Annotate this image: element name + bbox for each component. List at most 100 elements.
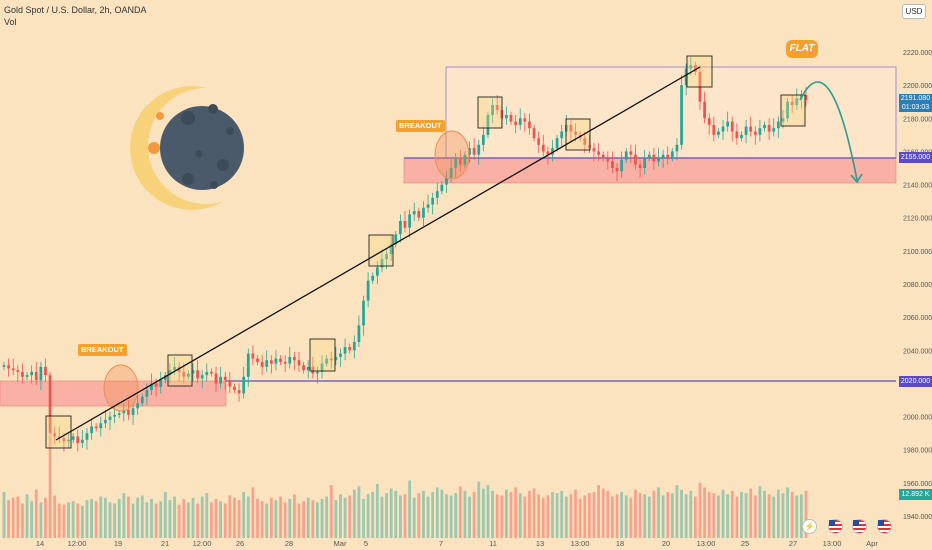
volume-bar (445, 494, 448, 538)
volume-tag: 12.892 K (899, 489, 932, 500)
candle-body (458, 158, 462, 165)
candle-body (541, 144, 545, 152)
volume-bar (256, 498, 259, 538)
volume-bar (399, 495, 402, 538)
forecast-arrowhead (850, 173, 863, 184)
candle-body (292, 356, 296, 361)
volume-bar (763, 490, 766, 538)
lightning-icon[interactable]: ⚡ (802, 519, 817, 534)
volume-bar (104, 497, 107, 538)
volume-bar (689, 490, 693, 538)
volume-bar (422, 490, 425, 538)
volume-bar (684, 494, 688, 538)
volume-bar (34, 489, 38, 538)
time-tick-label: Mar (334, 539, 347, 548)
candlesticks (2, 56, 808, 452)
candle-body (693, 65, 697, 72)
candle-body (505, 114, 508, 119)
time-tick-label: 13:00 (697, 539, 716, 548)
candle-body (163, 375, 167, 381)
candle-body (781, 118, 785, 122)
volume-bar (454, 493, 458, 538)
chart-header: Gold Spot / U.S. Dollar, 2h, OANDA Vol (4, 4, 147, 28)
candle-body (689, 65, 693, 69)
candle-body (269, 360, 273, 364)
us-flag-icon[interactable] (828, 519, 843, 534)
volume-bar (753, 495, 757, 538)
price-tick-label: 2220.000 (903, 50, 932, 57)
volume-bar (339, 494, 342, 538)
last-price-tag: 2191.080 01:03:03 (899, 94, 932, 112)
volume-bar (53, 495, 57, 538)
candle-body (256, 358, 259, 362)
volume-bar (675, 485, 679, 538)
candle-body (703, 101, 706, 119)
candle-body (21, 371, 24, 377)
volume-bar (302, 501, 305, 538)
candle-body (661, 154, 665, 159)
volume-bar (587, 493, 591, 538)
candle-body (389, 244, 393, 255)
volume-bar (412, 497, 416, 538)
us-flag-icon[interactable] (877, 519, 892, 534)
candle-countdown: 01:03:03 (901, 104, 930, 111)
time-tick-label: 18 (616, 539, 624, 548)
price-tick-label: 2180.000 (903, 116, 932, 123)
volume-bar (560, 490, 564, 538)
candle-body (30, 371, 34, 376)
candle-body (11, 368, 15, 371)
time-tick-label: 13:00 (823, 539, 842, 548)
us-flag-icon[interactable] (852, 519, 867, 534)
candle-body (150, 383, 153, 391)
highlight-box (477, 96, 503, 129)
volume-bar (306, 497, 310, 538)
volume-bar (352, 489, 356, 538)
currency-button[interactable]: USD (902, 4, 926, 19)
symbol-title[interactable]: Gold Spot / U.S. Dollar, 2h, OANDA (4, 5, 147, 15)
candle-body (426, 204, 430, 208)
volume-bar (624, 495, 628, 538)
volume-bar (564, 496, 568, 538)
volume-bar (569, 494, 573, 538)
candle-body (753, 131, 757, 135)
support-zone (0, 380, 227, 407)
candle-body (509, 114, 513, 122)
price-axis-panel[interactable] (896, 0, 932, 550)
volume-bar (122, 493, 126, 538)
candle-body (481, 134, 485, 145)
price-tick-label: 2120.000 (903, 216, 932, 223)
volume-bar (717, 495, 720, 538)
volume-bar (329, 485, 333, 538)
candle-body (274, 358, 278, 364)
volume-bar (210, 502, 213, 538)
price-tick-label: 1980.000 (903, 448, 932, 455)
candle-body (624, 151, 628, 160)
candle-body (454, 158, 458, 168)
candle-body (325, 358, 329, 364)
candle-body (131, 408, 135, 415)
candle-body (191, 370, 195, 374)
candle-body (399, 221, 402, 235)
candle-body (560, 131, 564, 139)
candle-body (749, 126, 753, 132)
candle-body (320, 363, 324, 372)
volume-bar (348, 495, 352, 538)
candle-body (186, 373, 190, 377)
candle-body (615, 168, 619, 172)
breakout-circle (434, 130, 470, 180)
volume-bar (403, 494, 407, 538)
candle-body (597, 151, 600, 155)
volume-bar (242, 492, 246, 538)
candle-body (408, 214, 411, 228)
time-tick-label: 20 (662, 539, 670, 548)
volume-bar (486, 485, 490, 538)
candle-body (546, 151, 550, 155)
volume-bar (11, 497, 15, 538)
volume-indicator-label[interactable]: Vol (4, 17, 17, 27)
candle-body (523, 118, 527, 122)
candle-body (790, 101, 794, 106)
volume-bar (408, 480, 411, 538)
candle-body (2, 365, 6, 367)
candle-body (767, 124, 771, 132)
